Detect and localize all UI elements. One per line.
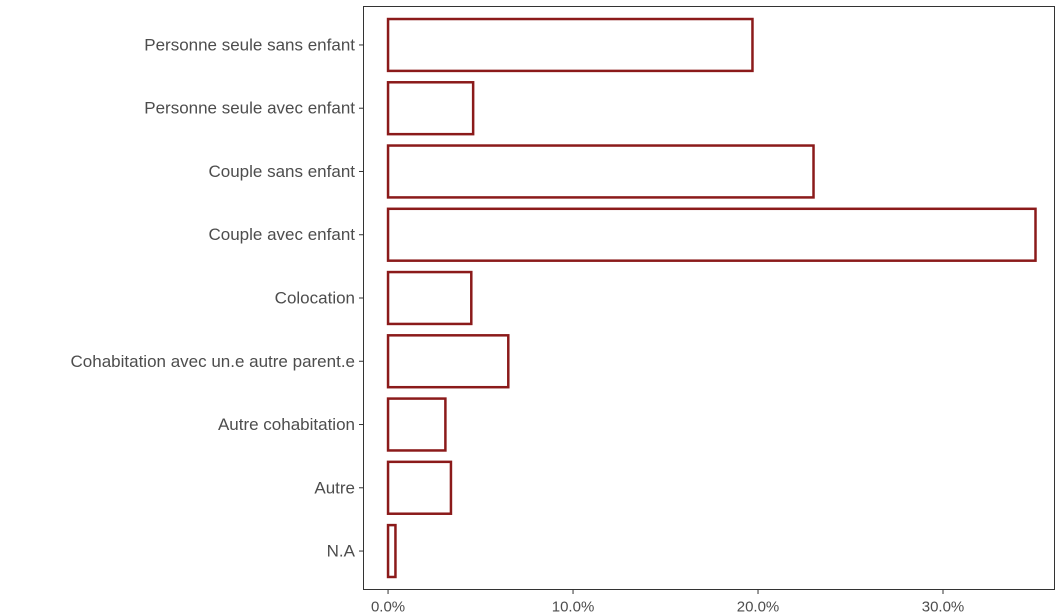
x-tick-label: 20.0% [737, 599, 780, 614]
plot-panel [363, 6, 1055, 590]
y-tick-label: Couple avec enfant [209, 225, 356, 244]
bars-group [386, 17, 1037, 579]
y-tick-label: Personne seule sans enfant [144, 35, 355, 54]
bar-5 [386, 270, 473, 326]
x-tick-label: 0.0% [371, 599, 405, 614]
bar-1 [386, 17, 754, 73]
y-tick-label: Cohabitation avec un.e autre parent.e [71, 352, 355, 371]
bar-2 [386, 81, 475, 136]
bar-6 [386, 334, 510, 389]
y-tick-label: Couple sans enfant [209, 162, 356, 181]
y-tick-label: Autre cohabitation [218, 415, 355, 434]
bar-9 [386, 523, 397, 579]
x-tick-label: 10.0% [552, 599, 595, 614]
y-axis: Personne seule sans enfant Personne seule… [71, 35, 364, 561]
y-tick-label: Autre [314, 478, 355, 497]
bar-8 [386, 460, 453, 515]
y-tick-label: Colocation [275, 289, 355, 308]
bar-4 [386, 207, 1037, 262]
x-axis: 0.0% 10.0% 20.0% 30.0% [371, 589, 964, 614]
y-tick-label: Personne seule avec enfant [144, 99, 355, 118]
x-tick-label: 30.0% [922, 599, 965, 614]
bar-3 [386, 144, 815, 199]
y-tick-label: N.A [327, 542, 356, 561]
bar-7 [386, 397, 447, 452]
